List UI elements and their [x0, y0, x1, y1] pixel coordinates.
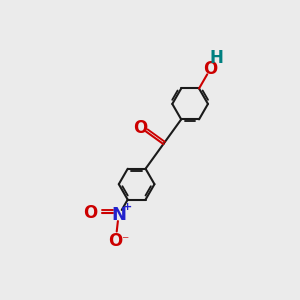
Text: O: O	[83, 204, 98, 222]
Text: ⁻: ⁻	[121, 234, 129, 248]
Text: O: O	[203, 60, 218, 78]
Text: O: O	[134, 119, 148, 137]
Text: H: H	[210, 49, 224, 67]
Text: O: O	[108, 232, 123, 250]
Text: +: +	[122, 202, 132, 212]
Text: N: N	[112, 206, 127, 224]
